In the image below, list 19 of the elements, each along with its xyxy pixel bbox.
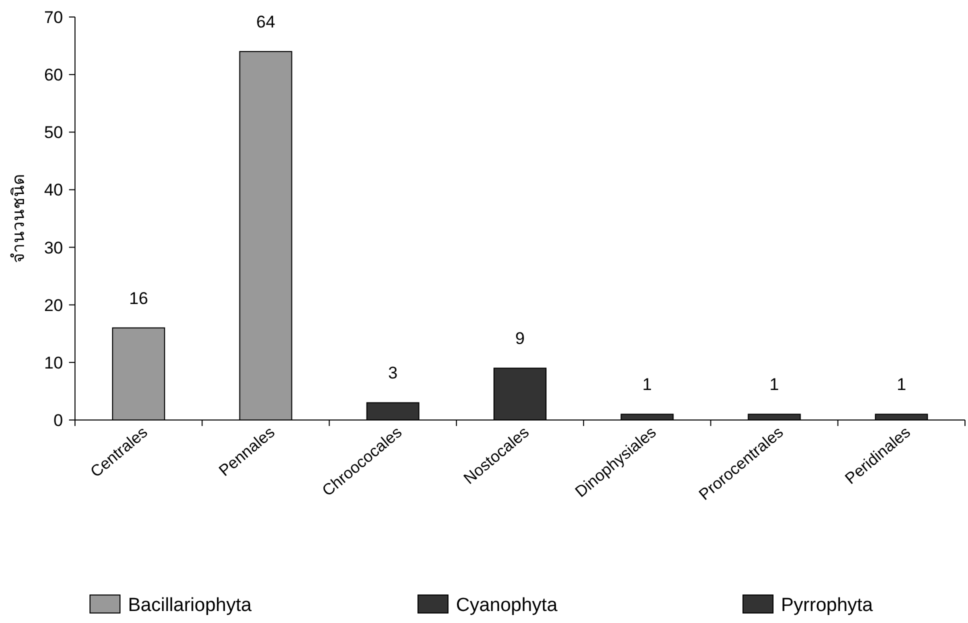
legend-label: Cyanophyta (456, 595, 558, 616)
y-tick-label: 40 (44, 180, 63, 200)
y-tick-label: 70 (44, 8, 63, 27)
data-label: 3 (388, 364, 398, 383)
y-tick-label: 0 (54, 411, 63, 430)
data-label: 1 (770, 375, 780, 394)
y-tick-label: 20 (44, 296, 63, 315)
data-label: 64 (256, 12, 276, 32)
data-label: 16 (129, 288, 148, 308)
legend-label: Bacillariophyta (128, 595, 252, 616)
data-label: 1 (896, 375, 906, 394)
y-tick-label: 60 (44, 66, 63, 85)
y-tick-label: 10 (44, 353, 63, 372)
y-axis-title: จำนวนชนิด (9, 174, 28, 263)
y-tick-label: 50 (44, 123, 63, 142)
y-tick-label: 30 (44, 238, 63, 258)
data-label: 1 (642, 375, 652, 394)
legend-label: Pyrrophyta (781, 595, 874, 616)
data-label: 9 (515, 329, 525, 348)
